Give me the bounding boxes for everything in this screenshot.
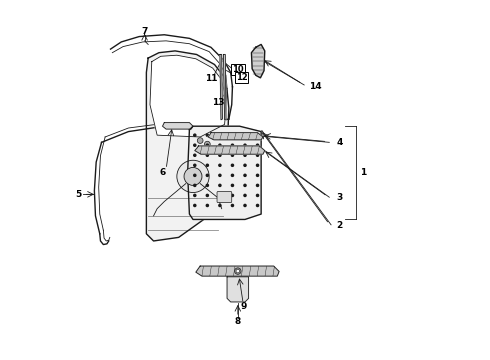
Text: 1: 1	[360, 168, 367, 177]
Circle shape	[204, 141, 210, 147]
Polygon shape	[227, 277, 248, 302]
Circle shape	[194, 134, 196, 136]
Circle shape	[219, 134, 221, 136]
Polygon shape	[163, 123, 193, 129]
Circle shape	[256, 144, 259, 146]
Polygon shape	[196, 266, 279, 276]
Circle shape	[256, 194, 259, 197]
Circle shape	[231, 194, 234, 197]
Circle shape	[197, 138, 203, 143]
Circle shape	[194, 144, 196, 146]
Circle shape	[256, 204, 259, 207]
Circle shape	[244, 164, 246, 166]
Polygon shape	[220, 54, 222, 120]
Circle shape	[206, 144, 208, 146]
Polygon shape	[223, 54, 226, 120]
Polygon shape	[195, 146, 265, 154]
Circle shape	[244, 144, 246, 146]
Circle shape	[219, 204, 221, 207]
Circle shape	[219, 184, 221, 186]
Circle shape	[236, 269, 240, 273]
Text: 6: 6	[159, 168, 166, 177]
Circle shape	[244, 134, 246, 136]
Circle shape	[194, 154, 196, 156]
Circle shape	[231, 144, 234, 146]
Circle shape	[206, 194, 208, 197]
Text: 7: 7	[142, 27, 148, 36]
Circle shape	[177, 160, 209, 193]
Circle shape	[244, 194, 246, 197]
Circle shape	[244, 184, 246, 186]
Circle shape	[219, 144, 221, 146]
Circle shape	[231, 134, 234, 136]
Circle shape	[256, 164, 259, 166]
Circle shape	[206, 164, 208, 166]
Polygon shape	[150, 55, 226, 137]
Circle shape	[231, 154, 234, 156]
Circle shape	[194, 194, 196, 197]
Circle shape	[231, 184, 234, 186]
Circle shape	[231, 164, 234, 166]
Circle shape	[206, 154, 208, 156]
Text: 11: 11	[205, 74, 218, 83]
Text: 10: 10	[232, 66, 244, 75]
Circle shape	[206, 204, 208, 207]
Circle shape	[244, 154, 246, 156]
Text: 4: 4	[336, 138, 343, 147]
Circle shape	[194, 174, 196, 176]
Circle shape	[219, 194, 221, 197]
Text: 8: 8	[235, 317, 241, 326]
Text: 3: 3	[336, 193, 343, 202]
Circle shape	[206, 184, 208, 186]
Circle shape	[256, 154, 259, 156]
Text: 14: 14	[309, 82, 322, 91]
Circle shape	[206, 174, 208, 176]
Text: 13: 13	[212, 98, 224, 107]
Circle shape	[231, 204, 234, 207]
Circle shape	[256, 184, 259, 186]
Circle shape	[231, 174, 234, 176]
Circle shape	[219, 174, 221, 176]
Text: 5: 5	[75, 190, 81, 199]
Circle shape	[244, 174, 246, 176]
Polygon shape	[251, 44, 265, 78]
Circle shape	[194, 184, 196, 186]
Text: 2: 2	[336, 221, 343, 230]
Circle shape	[256, 134, 259, 136]
Text: 12: 12	[236, 73, 247, 82]
Text: 9: 9	[240, 302, 246, 311]
FancyBboxPatch shape	[217, 192, 232, 203]
Polygon shape	[147, 51, 229, 241]
Polygon shape	[208, 133, 263, 140]
Circle shape	[194, 164, 196, 166]
Circle shape	[244, 204, 246, 207]
Circle shape	[206, 134, 208, 136]
Circle shape	[184, 167, 202, 185]
Circle shape	[256, 174, 259, 176]
Polygon shape	[188, 126, 261, 220]
Circle shape	[219, 164, 221, 166]
Circle shape	[219, 154, 221, 156]
Circle shape	[194, 204, 196, 207]
Circle shape	[235, 268, 241, 274]
